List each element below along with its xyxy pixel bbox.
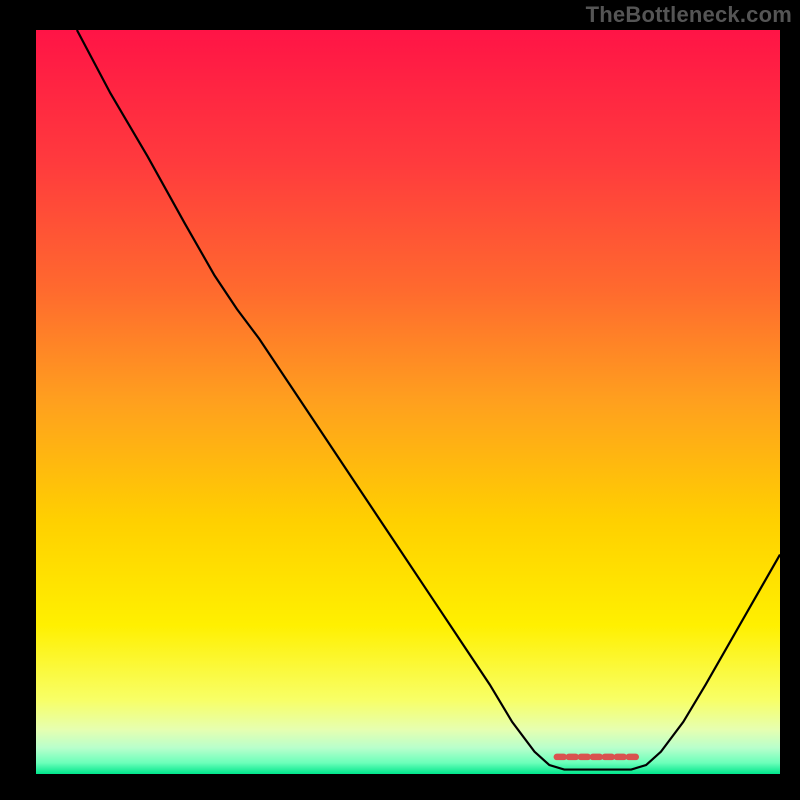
bottleneck-curve-chart: [0, 0, 800, 800]
plot-background: [36, 30, 780, 774]
chart-frame: { "watermark": { "text": "TheBottleneck.…: [0, 0, 800, 800]
